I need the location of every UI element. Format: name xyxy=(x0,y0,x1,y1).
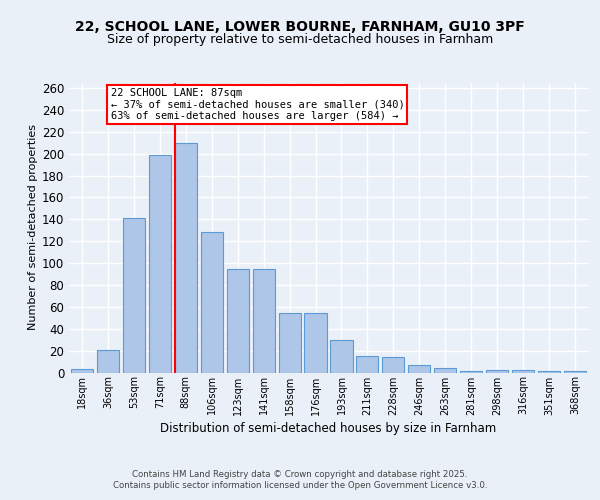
X-axis label: Distribution of semi-detached houses by size in Farnham: Distribution of semi-detached houses by … xyxy=(160,422,497,434)
Bar xyxy=(356,356,379,372)
Bar xyxy=(434,368,457,372)
Bar xyxy=(486,370,508,372)
Bar xyxy=(97,350,119,372)
Bar xyxy=(331,340,353,372)
Text: Size of property relative to semi-detached houses in Farnham: Size of property relative to semi-detach… xyxy=(107,32,493,46)
Text: Contains public sector information licensed under the Open Government Licence v3: Contains public sector information licen… xyxy=(113,481,487,490)
Bar xyxy=(71,369,93,372)
Bar xyxy=(175,142,197,372)
Text: Contains HM Land Registry data © Crown copyright and database right 2025.: Contains HM Land Registry data © Crown c… xyxy=(132,470,468,479)
Y-axis label: Number of semi-detached properties: Number of semi-detached properties xyxy=(28,124,38,330)
Bar xyxy=(253,268,275,372)
Bar xyxy=(149,154,171,372)
Bar xyxy=(227,268,249,372)
Bar xyxy=(278,314,301,372)
Text: 22, SCHOOL LANE, LOWER BOURNE, FARNHAM, GU10 3PF: 22, SCHOOL LANE, LOWER BOURNE, FARNHAM, … xyxy=(75,20,525,34)
Text: 22 SCHOOL LANE: 87sqm
← 37% of semi-detached houses are smaller (340)
63% of sem: 22 SCHOOL LANE: 87sqm ← 37% of semi-deta… xyxy=(110,88,404,121)
Bar xyxy=(512,370,534,372)
Bar xyxy=(200,232,223,372)
Bar xyxy=(408,365,430,372)
Bar xyxy=(304,314,326,372)
Bar xyxy=(123,218,145,372)
Bar xyxy=(382,357,404,372)
